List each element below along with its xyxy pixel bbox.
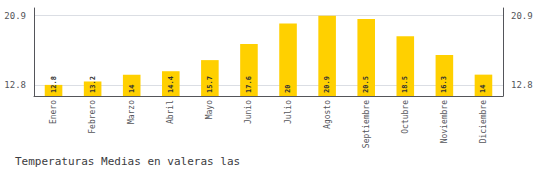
svg-text:20.9: 20.9 <box>4 11 26 21</box>
svg-text:Enero: Enero <box>49 100 58 124</box>
svg-text:Abril: Abril <box>166 100 175 124</box>
svg-text:Junio: Junio <box>244 100 253 124</box>
svg-text:Diciembre: Diciembre <box>479 100 488 144</box>
svg-text:15.7: 15.7 <box>206 76 214 93</box>
svg-text:20.5: 20.5 <box>362 76 370 93</box>
svg-text:Agosto: Agosto <box>323 100 332 129</box>
svg-text:14: 14 <box>128 85 136 93</box>
svg-text:14: 14 <box>479 85 487 93</box>
svg-text:Mayo: Mayo <box>205 100 214 119</box>
svg-text:12.8: 12.8 <box>4 80 26 90</box>
svg-text:18.5: 18.5 <box>401 76 409 93</box>
svg-text:14.4: 14.4 <box>167 76 175 93</box>
svg-text:12.8: 12.8 <box>511 80 533 90</box>
svg-text:Septiembre: Septiembre <box>362 100 371 148</box>
svg-text:16.3: 16.3 <box>440 76 448 93</box>
svg-text:13.2: 13.2 <box>89 76 97 93</box>
svg-text:Febrero: Febrero <box>88 100 97 134</box>
svg-text:17.6: 17.6 <box>245 76 253 93</box>
svg-text:Julio: Julio <box>284 100 293 124</box>
svg-text:Octubre: Octubre <box>401 100 410 134</box>
svg-text:Noviembre: Noviembre <box>440 100 449 144</box>
svg-text:Marzo: Marzo <box>127 100 136 124</box>
svg-text:20: 20 <box>284 85 292 93</box>
svg-text:Temperaturas Medias en valeras: Temperaturas Medias en valeras las <box>15 155 240 168</box>
svg-text:20.9: 20.9 <box>323 76 331 93</box>
svg-text:12.8: 12.8 <box>50 76 58 93</box>
svg-text:20.9: 20.9 <box>511 11 533 21</box>
